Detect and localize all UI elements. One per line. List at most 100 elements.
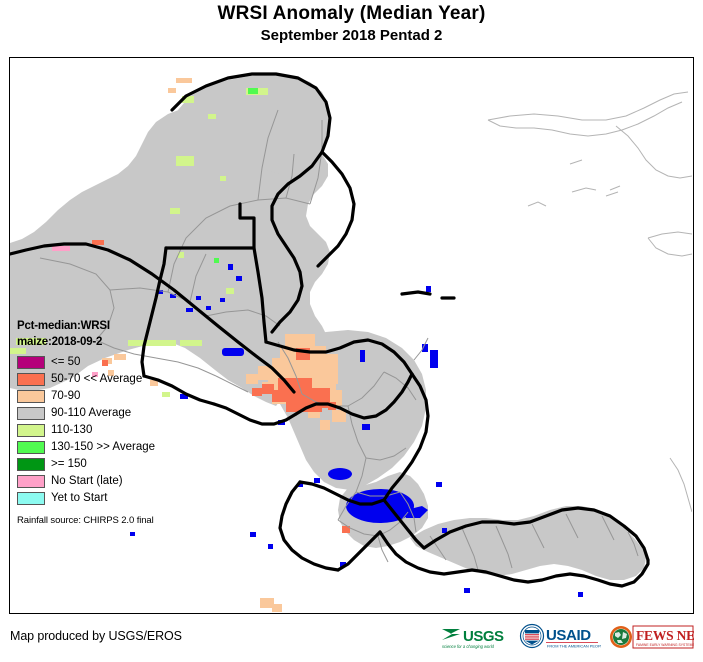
island-small-b [527,201,547,207]
island-cuba-east [615,125,692,179]
svg-text:USAID: USAID [546,627,591,644]
rainfall-source-note: Rainfall source: CHIRPS 2.0 final [17,515,154,526]
map-frame[interactable] [9,57,694,614]
border-panama-caribbean [422,506,650,562]
river-pixel-d [196,296,201,300]
lake-izabal [222,348,244,356]
river-pixel-i [236,276,242,281]
legend-item-90-110[interactable]: 90-110 Average [9,405,209,421]
legend-label-130-150: 130-150 >> Average [51,440,156,453]
river-pixel-j [426,286,431,292]
legend-label-70-90: 70-90 [51,389,81,402]
country-borders [10,72,650,588]
legend-item-no-start[interactable]: No Start (late) [9,473,209,489]
legend-item-110-130[interactable]: 110-130 [9,422,209,438]
legend-label-110-130: 110-130 [51,423,93,436]
lake-managua [328,468,352,480]
page-title: WRSI Anomaly (Median Year) [217,3,486,24]
fewsnet-logo: FEWS NET FAMINE EARLY WARNING SYSTEMS NE… [608,623,694,651]
river-pixel-q [436,482,442,487]
border-costarica-panama [336,530,382,572]
legend-header-line2: maize:2018-09-2 [17,336,103,348]
border-elsalvador [212,402,298,426]
legend-swatch-gte-150 [17,457,45,471]
svg-text:science for a changing world: science for a changing world [442,644,495,649]
svg-text:FEWS NET: FEWS NET [636,628,694,643]
legend-label-50-70: 50-70 << Average [51,372,143,385]
legend-swatch-70-90 [17,389,45,403]
island-outlines [487,91,692,513]
river-pixel-w [130,532,135,536]
legend-swatch-130-150 [17,440,45,454]
legend-label-lte-50: <= 50 [51,355,81,368]
land-yucatan-north [178,74,330,174]
river-pixel-m [360,350,365,362]
usaid-seal [519,623,545,649]
river-pixel-h [228,264,233,270]
svg-text:FROM THE AMERICAN PEOPLE: FROM THE AMERICAN PEOPLE [547,644,601,649]
border-yucatan-east [316,150,356,268]
border-guatemala [164,202,256,250]
fewsnet-globe [610,626,632,648]
usaid-logo: USAID FROM THE AMERICAN PEOPLE [519,623,601,651]
legend-label-gte-150: >= 150 [51,457,87,470]
legend-swatch-90-110 [17,406,45,420]
map-legend: Pct-median:WRSI maize:2018-09-2 <= 50 50… [9,318,209,526]
legend-label-90-110: 90-110 Average [51,406,132,419]
legend-header-line1: Pct-median:WRSI [17,320,110,332]
river-pixel-g [220,298,225,302]
title-block: WRSI Anomaly (Median Year) September 201… [0,0,703,45]
river-pixel-b [158,290,163,294]
legend-item-130-150[interactable]: 130-150 >> Average [9,439,209,455]
page-subtitle: September 2018 Pentad 2 [260,27,443,44]
river-pixel-v [268,544,273,549]
border-mexico-pacific-coast [10,242,296,394]
legend-item-70-90[interactable]: 70-90 [9,388,209,404]
river-pixel-r [442,528,447,533]
border-costarica-caribbean [382,498,426,550]
legend-item-50-70[interactable]: 50-70 << Average [9,371,209,387]
river-pixel-s [464,588,470,593]
legend-item-yet-to-start[interactable]: Yet to Start [9,490,209,506]
legend-label-no-start: No Start (late) [51,474,123,487]
river-pixel-n [362,424,370,430]
river-pixel-t [578,592,583,597]
legend-item-lte-50[interactable]: <= 50 [9,354,209,370]
river-pixel-c [170,294,176,298]
anomaly-patch-no-start [52,246,98,377]
border-honduras [264,338,414,376]
border-nicaragua-south [298,480,386,506]
border-costarica-pacific [278,480,340,572]
legend-swatch-50-70 [17,372,45,386]
legend-swatch-110-130 [17,423,45,437]
island-small-c [569,159,583,165]
legend-swatch-lte-50 [17,355,45,369]
footer-credit: Map produced by USGS/EROS [10,629,182,643]
river-pixel-u [250,532,256,537]
admin-boundaries [39,109,639,571]
anomaly-patch-130-150 [214,88,258,263]
river-pixel-l [422,344,428,352]
border-belize [252,246,268,344]
map-canvas[interactable] [10,58,692,612]
legend-items: <= 50 50-70 << Average 70-90 90-110 Aver… [9,354,209,506]
border-yucatan-coast [170,72,332,334]
river-pixel-o [314,478,320,483]
legend-swatch-yet-to-start [17,491,45,505]
lake-nicaragua-tail [406,506,428,518]
river-pixel-e [186,308,193,312]
border-guatemala-west [140,246,168,378]
river-pixel-x [340,562,346,567]
footer-bar: Map produced by USGS/EROS USGS science f… [0,620,703,662]
island-colombia-coast [669,457,692,513]
logo-strip: USGS science for a changing world USAID … [440,623,694,651]
border-honduras-south [294,372,414,420]
legend-item-gte-150[interactable]: >= 150 [9,456,209,472]
land-mexico-yucatan [10,106,330,406]
island-small-a [609,185,621,191]
usgs-logo: USGS science for a changing world [440,623,512,651]
border-panama-pacific [378,530,650,588]
island-cuba [487,91,689,137]
border-guatemala-south [142,374,216,406]
border-island-roatan [400,290,432,296]
